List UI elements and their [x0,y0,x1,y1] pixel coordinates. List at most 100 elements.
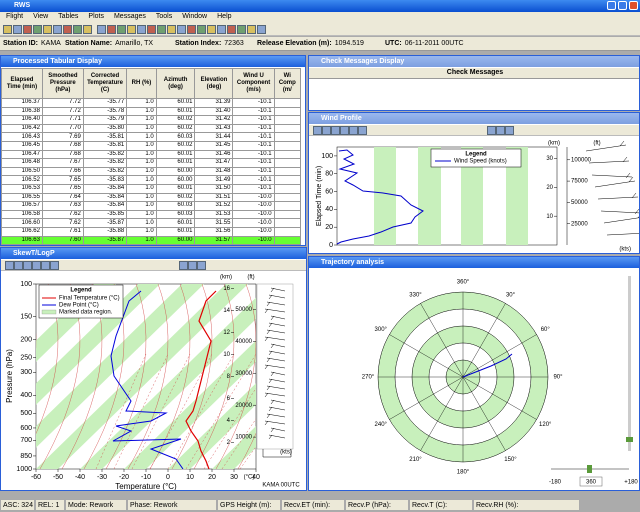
menu-item[interactable]: Tools [155,13,173,20]
table-cell: 31.45 [194,140,234,151]
ft-tick-label: 30000 [235,371,252,377]
chart-tool[interactable] [14,261,23,270]
toolbar-button[interactable] [13,25,22,34]
table-row[interactable]: 106.38 7.72 -35.78 1.0 60.01 31.40 -10.1 [1,106,302,117]
v-slider-thumb[interactable] [626,437,633,442]
table-row[interactable]: 106.37 7.72 -35.77 1.0 60.01 31.39 -10.1 [1,98,302,108]
toolbar-button[interactable] [23,25,32,34]
table-cell: 60.00 [155,166,196,177]
menu-item[interactable]: Window [182,13,208,20]
table-row[interactable]: 106.42 7.70 -35.80 1.0 60.02 31.43 -10.1 [1,123,302,134]
field-value: KAMA [41,40,61,47]
toolbar-button[interactable] [137,25,146,34]
toolbar-button[interactable] [197,25,206,34]
table-row[interactable]: 106.52 7.65 -35.83 1.0 60.00 31.49 -10.1 [1,175,302,185]
toolbar-button[interactable] [73,25,82,34]
mixing-line [95,353,147,469]
y-tick-label: 850 [20,453,32,460]
toolbar-button[interactable] [217,25,226,34]
isotherm-band [36,284,204,448]
column-header: Azimuth (deg) [155,68,196,99]
toolbar-button[interactable] [107,25,116,34]
table-cell: 106.47 [1,149,43,160]
menu-item[interactable]: View [33,13,49,20]
table-cell: 7.64 [41,192,84,203]
table-cell: 1.0 [126,201,157,211]
window-title: Check Messages Display [309,56,639,67]
chart-tool[interactable] [50,261,59,270]
chart-tool[interactable] [349,126,358,135]
toolbar-button[interactable] [43,25,52,34]
table-row[interactable]: 106.50 7.66 -35.82 1.0 60.00 31.48 -10.1 [1,166,302,177]
toolbar-button[interactable] [3,25,12,34]
table-row[interactable]: 106.40 7.71 -35.79 1.0 60.02 31.42 -10.1 [1,115,302,125]
table-cell: 7.63 [41,201,84,211]
skewt-window: SkewT/LogP 100 150 200 250 300 400 500 600 700 85… [0,247,307,491]
wind-barb [585,140,627,152]
table-row[interactable]: 106.60 7.62 -35.87 1.0 60.01 31.55 -10.0 [1,218,302,228]
menu-item[interactable]: Flight [6,13,24,20]
menu-item[interactable]: Tables [58,13,79,20]
minimize-button[interactable] [607,1,616,10]
chart-tool[interactable] [496,126,505,135]
toolbar-button[interactable] [257,25,266,34]
menu-item[interactable]: Help [217,13,232,20]
toolbar-button[interactable] [167,25,176,34]
title-bar: RWS [0,0,640,12]
toolbar-button[interactable] [147,25,156,34]
close-button[interactable] [629,1,638,10]
table-cell: 31.52 [194,201,234,211]
menu-item[interactable]: Plots [88,13,104,20]
toolbar-button[interactable] [127,25,136,34]
chart-tool[interactable] [5,261,14,270]
chart-tool[interactable] [313,126,322,135]
toolbar-button[interactable] [63,25,72,34]
toolbar-button[interactable] [83,25,92,34]
table-row[interactable]: 106.43 7.69 -35.81 1.0 60.03 31.44 -10.1 [1,132,302,142]
table-cell: -10.1 [232,149,275,160]
chart-tool[interactable] [340,126,349,135]
h-slider-thumb[interactable] [587,465,592,473]
chart-tool[interactable] [322,126,331,135]
chart-tool[interactable] [331,126,340,135]
table-row[interactable]: 106.55 7.64 -35.84 1.0 60.02 31.51 -10.0 [1,192,302,203]
toolbar-button[interactable] [227,25,236,34]
toolbar-button[interactable] [177,25,186,34]
chart-tool[interactable] [197,261,206,270]
maximize-button[interactable] [618,1,627,10]
toolbar-button[interactable] [33,25,42,34]
table-row[interactable]: 106.48 7.67 -35.82 1.0 60.01 31.47 -10.1 [1,158,302,168]
chart-tool[interactable] [487,126,496,135]
adiabat [193,284,235,469]
toolbar-button[interactable] [237,25,246,34]
toolbar-button[interactable] [247,25,256,34]
ft-tick-label: 100000 [571,157,592,163]
angle-label: 90° [553,375,563,381]
chart-tool[interactable] [358,126,367,135]
chart-tool[interactable] [32,261,41,270]
table-row[interactable]: 106.53 7.65 -35.84 1.0 60.01 31.50 -10.1 [1,183,302,194]
table-row[interactable]: 106.47 7.68 -35.82 1.0 60.01 31.46 -10.1 [1,149,302,160]
toolbar-button[interactable] [207,25,216,34]
table-row[interactable]: 106.63 7.60 -35.87 1.0 60.00 31.57 -10.0 [1,235,302,245]
chart-tool[interactable] [188,261,197,270]
chart-tool[interactable] [23,261,32,270]
toolbar-button[interactable] [157,25,166,34]
toolbar-button[interactable] [53,25,62,34]
ft-tick-label: 25000 [571,221,588,227]
table-cell [273,98,302,108]
chart-tool[interactable] [41,261,50,270]
table-row[interactable]: 106.62 7.61 -35.88 1.0 60.01 31.56 -10.0 [1,226,302,237]
table-row[interactable]: 106.57 7.63 -35.84 1.0 60.03 31.52 -10.0 [1,201,302,211]
table-row[interactable]: 106.45 7.68 -35.81 1.0 60.02 31.45 -10.1 [1,140,302,151]
y-tick-label: 500 [20,410,32,417]
chart-tool[interactable] [505,126,514,135]
skewt-chart: 1001502002503004005006007008501000Pressu… [5,275,300,490]
toolbar-button[interactable] [117,25,126,34]
table-row[interactable]: 106.58 7.62 -35.85 1.0 60.03 31.53 -10.0 [1,209,302,220]
value-box[interactable] [579,476,603,487]
menu-item[interactable]: Messages [113,13,146,20]
toolbar-button[interactable] [97,25,106,34]
toolbar-button[interactable] [187,25,196,34]
chart-tool[interactable] [179,261,188,270]
